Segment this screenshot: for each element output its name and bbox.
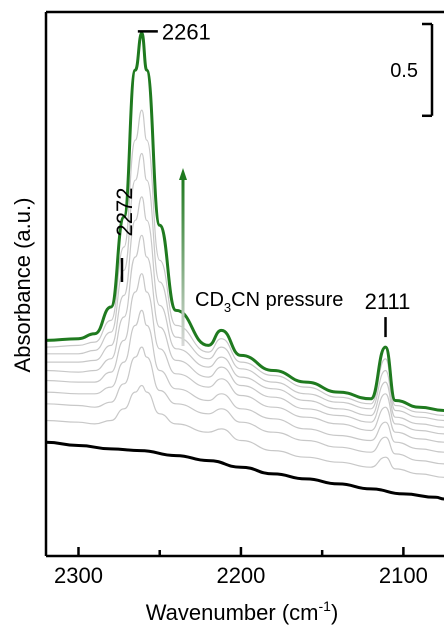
spectrum-line-intermediate-6 — [46, 196, 444, 428]
spectrum-line-baseline-0 — [45, 440, 444, 501]
pressure-arrow-shaft — [181, 178, 185, 346]
y-axis-label: Absorbance (a.u.) — [10, 198, 35, 373]
peak-2261-label: 2261 — [162, 19, 211, 44]
x-tick-label-2300: 2300 — [54, 563, 103, 588]
spectrum-line-intermediate-5 — [45, 234, 444, 435]
x-tick-label-2100: 2100 — [379, 563, 428, 588]
spectrum-line-intermediate-4 — [45, 273, 444, 443]
x-tick-label-2200: 2200 — [216, 563, 265, 588]
scale-bar-label: 0.5 — [390, 60, 418, 82]
x-ticks-group: 2300 2200 2100 — [54, 547, 428, 588]
spectrum-line-intermediate-3 — [45, 309, 444, 453]
x-axis-label: Wavenumber (cm-1) — [146, 598, 339, 625]
peak-2111-label: 2111 — [365, 289, 411, 314]
spectrum-line-intermediate-7 — [45, 152, 444, 422]
spectrum-line-highlight-9 — [45, 31, 444, 412]
peak-2272-label: 2272 — [112, 188, 137, 237]
spectrum-line-intermediate-2 — [45, 346, 444, 465]
pressure-arrow-label: CD3CN pressure — [195, 289, 343, 315]
spectrum-line-intermediate-1 — [45, 384, 444, 478]
pressure-arrow-head — [179, 168, 187, 180]
axes-group — [44, 10, 444, 558]
spectra-group — [45, 31, 444, 501]
